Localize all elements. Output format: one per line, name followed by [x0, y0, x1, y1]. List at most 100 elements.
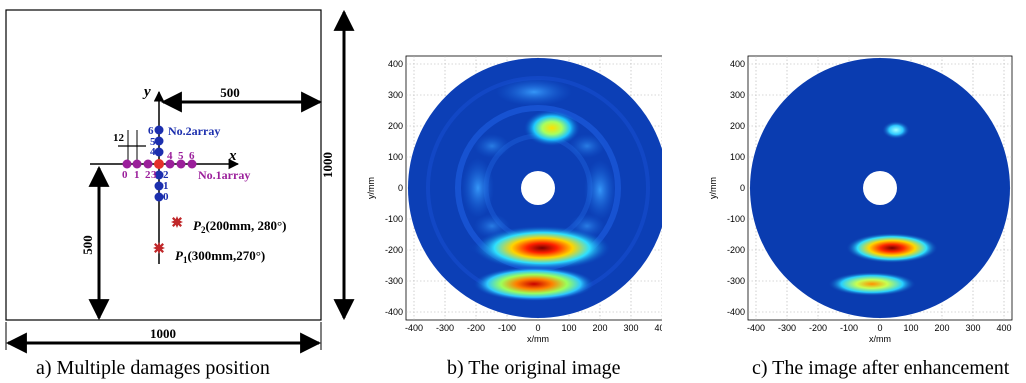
- x-tick-label: -400: [747, 323, 765, 333]
- artifact-blob: [584, 160, 616, 220]
- y-tick-label: 300: [388, 90, 403, 100]
- array1-sensor: [165, 159, 175, 169]
- x-tick-label: -200: [809, 323, 827, 333]
- x-tick-label: 0: [877, 323, 882, 333]
- x-tick-label: 100: [561, 323, 576, 333]
- array1-index: 4: [167, 150, 173, 162]
- array1-label: No.1array: [198, 168, 250, 182]
- y-tick-label: -200: [385, 245, 403, 255]
- array1-sensor: [176, 159, 186, 169]
- array2-sensor: [154, 136, 164, 146]
- y-tick-label: -400: [385, 307, 403, 317]
- plate-outline: [5, 9, 322, 321]
- damage-hotspot: [524, 110, 580, 146]
- damage-hotspot: [882, 121, 910, 139]
- array1-sensor: [187, 159, 197, 169]
- array2-sensor: [154, 147, 164, 157]
- y-tick-label: 0: [740, 183, 745, 193]
- array2-sensors: [154, 125, 164, 202]
- artifact-blob: [474, 134, 510, 158]
- array1-sensor: [132, 159, 142, 169]
- damage-hotspot: [828, 272, 916, 296]
- x-tick-label: 300: [623, 323, 638, 333]
- x-tick-label: -100: [498, 323, 516, 333]
- damage-hotspot: [474, 267, 594, 301]
- damage-p1-label: P1(300mm,270°): [175, 248, 265, 265]
- dim-spacing-label: 12: [113, 132, 125, 144]
- y-tick-label: 200: [730, 121, 745, 131]
- dim-top-label: 500: [220, 85, 240, 100]
- caption-b: b) The original image: [447, 357, 621, 379]
- damage-p2-sub: 2: [201, 225, 206, 235]
- x-tick-label: 300: [965, 323, 980, 333]
- y-tick-label: 400: [388, 59, 403, 69]
- x-axis-label: x/mm: [527, 334, 549, 344]
- y-tick-label: 200: [388, 121, 403, 131]
- y-tick-label: -100: [385, 214, 403, 224]
- y-tick-label: 0: [398, 183, 403, 193]
- caption-a: a) Multiple damages position: [36, 357, 270, 379]
- y-tick-label: 100: [388, 152, 403, 162]
- damage-p2-letter: P: [193, 218, 202, 233]
- y-tick-label: 400: [730, 59, 745, 69]
- x-tick-label: -300: [436, 323, 454, 333]
- array2-sensor: [154, 170, 164, 180]
- array1-sensor: [143, 159, 153, 169]
- panel-c-heatmap: -400 -300 -200 -100 0 100 200 300 400 40…: [708, 55, 1013, 344]
- damage-hotspot: [474, 226, 610, 270]
- origin-sensor: [154, 159, 164, 169]
- dim-bottom-label: 1000: [150, 326, 176, 341]
- panel-a-diagram: x y 500 1000 1000 500 12 0 1 2 3: [5, 9, 355, 354]
- panel-b-heatmap: -400 -300 -200 -100 0 100 200 300 400 40…: [366, 55, 662, 344]
- y-axis-label: y/mm: [366, 177, 376, 199]
- axis-x-label: x: [228, 148, 237, 164]
- damage-p2-coords: (200mm, 280°): [205, 218, 286, 233]
- damage-p2-marker: [171, 216, 183, 228]
- x-tick-label: -200: [467, 323, 485, 333]
- damage-p1-coords: (300mm,270°): [187, 248, 265, 263]
- array2-index: 6: [148, 125, 154, 137]
- damage-p2-label: P2(200mm, 280°): [193, 218, 286, 235]
- damage-p1-marker: [153, 242, 165, 254]
- artifact-blob: [462, 158, 494, 218]
- y-tick-label: -100: [727, 214, 745, 224]
- array1-index: 0: [122, 169, 128, 181]
- y-tick-label: 100: [730, 152, 745, 162]
- x-axis-label: x/mm: [869, 334, 891, 344]
- array1-index: 1: [134, 169, 140, 181]
- x-tick-label: 400: [996, 323, 1011, 333]
- y-tick-label: -400: [727, 307, 745, 317]
- x-tick-label: 0: [535, 323, 540, 333]
- x-tick-label: 100: [903, 323, 918, 333]
- dim-left-label: 500: [80, 235, 95, 255]
- array2-index: 4: [150, 146, 156, 158]
- x-tick-label: -400: [405, 323, 423, 333]
- x-tick-label: -300: [778, 323, 796, 333]
- x-tick-label: 400: [654, 323, 662, 333]
- axis-y-label: y: [142, 84, 151, 100]
- y-tick-label: 300: [730, 90, 745, 100]
- array1-sensors: [122, 159, 197, 169]
- array2-index: 0: [163, 191, 169, 203]
- caption-c: c) The image after enhancement: [752, 357, 1010, 379]
- y-tick-label: -200: [727, 245, 745, 255]
- array1-index: 3: [151, 169, 157, 181]
- y-axis-label: y/mm: [708, 177, 718, 199]
- dim-right-label: 1000: [320, 152, 335, 178]
- array2-sensor: [154, 125, 164, 135]
- array1-sensor: [122, 159, 132, 169]
- damage-p1-letter: P: [175, 248, 184, 263]
- disc-hole: [521, 171, 555, 205]
- damage-hotspot: [846, 233, 938, 263]
- array2-index: 5: [150, 136, 156, 148]
- x-tick-label: 200: [592, 323, 607, 333]
- y-tick-label: -300: [385, 276, 403, 286]
- x-tick-label: -100: [840, 323, 858, 333]
- array1-index: 2: [145, 169, 151, 181]
- damage-p1-sub: 1: [183, 255, 188, 265]
- y-tick-label: -300: [727, 276, 745, 286]
- x-tick-label: 200: [934, 323, 949, 333]
- artifact-blob: [496, 78, 572, 106]
- array2-sensor: [154, 181, 164, 191]
- disc-hole: [863, 171, 897, 205]
